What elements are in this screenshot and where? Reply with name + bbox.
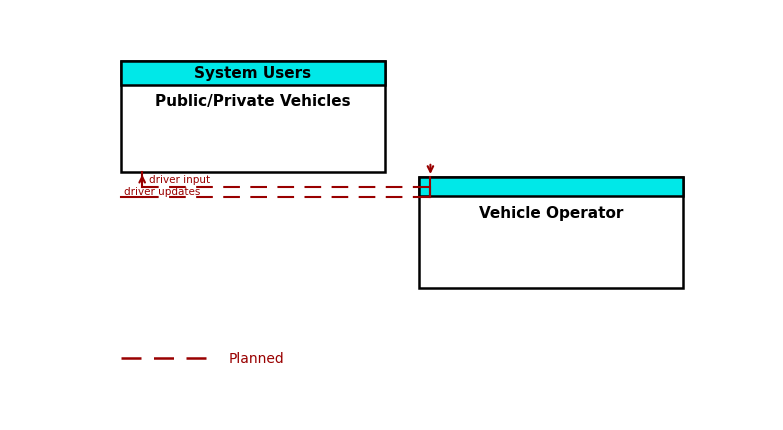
Text: Planned: Planned: [229, 351, 284, 365]
Bar: [420, 178, 684, 197]
Bar: [121, 61, 385, 86]
Text: Public/Private Vehicles: Public/Private Vehicles: [155, 94, 351, 109]
Text: driver input: driver input: [150, 175, 211, 185]
Text: System Users: System Users: [194, 66, 312, 81]
Bar: [121, 61, 385, 172]
Text: Vehicle Operator: Vehicle Operator: [479, 205, 624, 220]
Bar: [420, 178, 684, 289]
Text: driver updates: driver updates: [124, 186, 200, 196]
